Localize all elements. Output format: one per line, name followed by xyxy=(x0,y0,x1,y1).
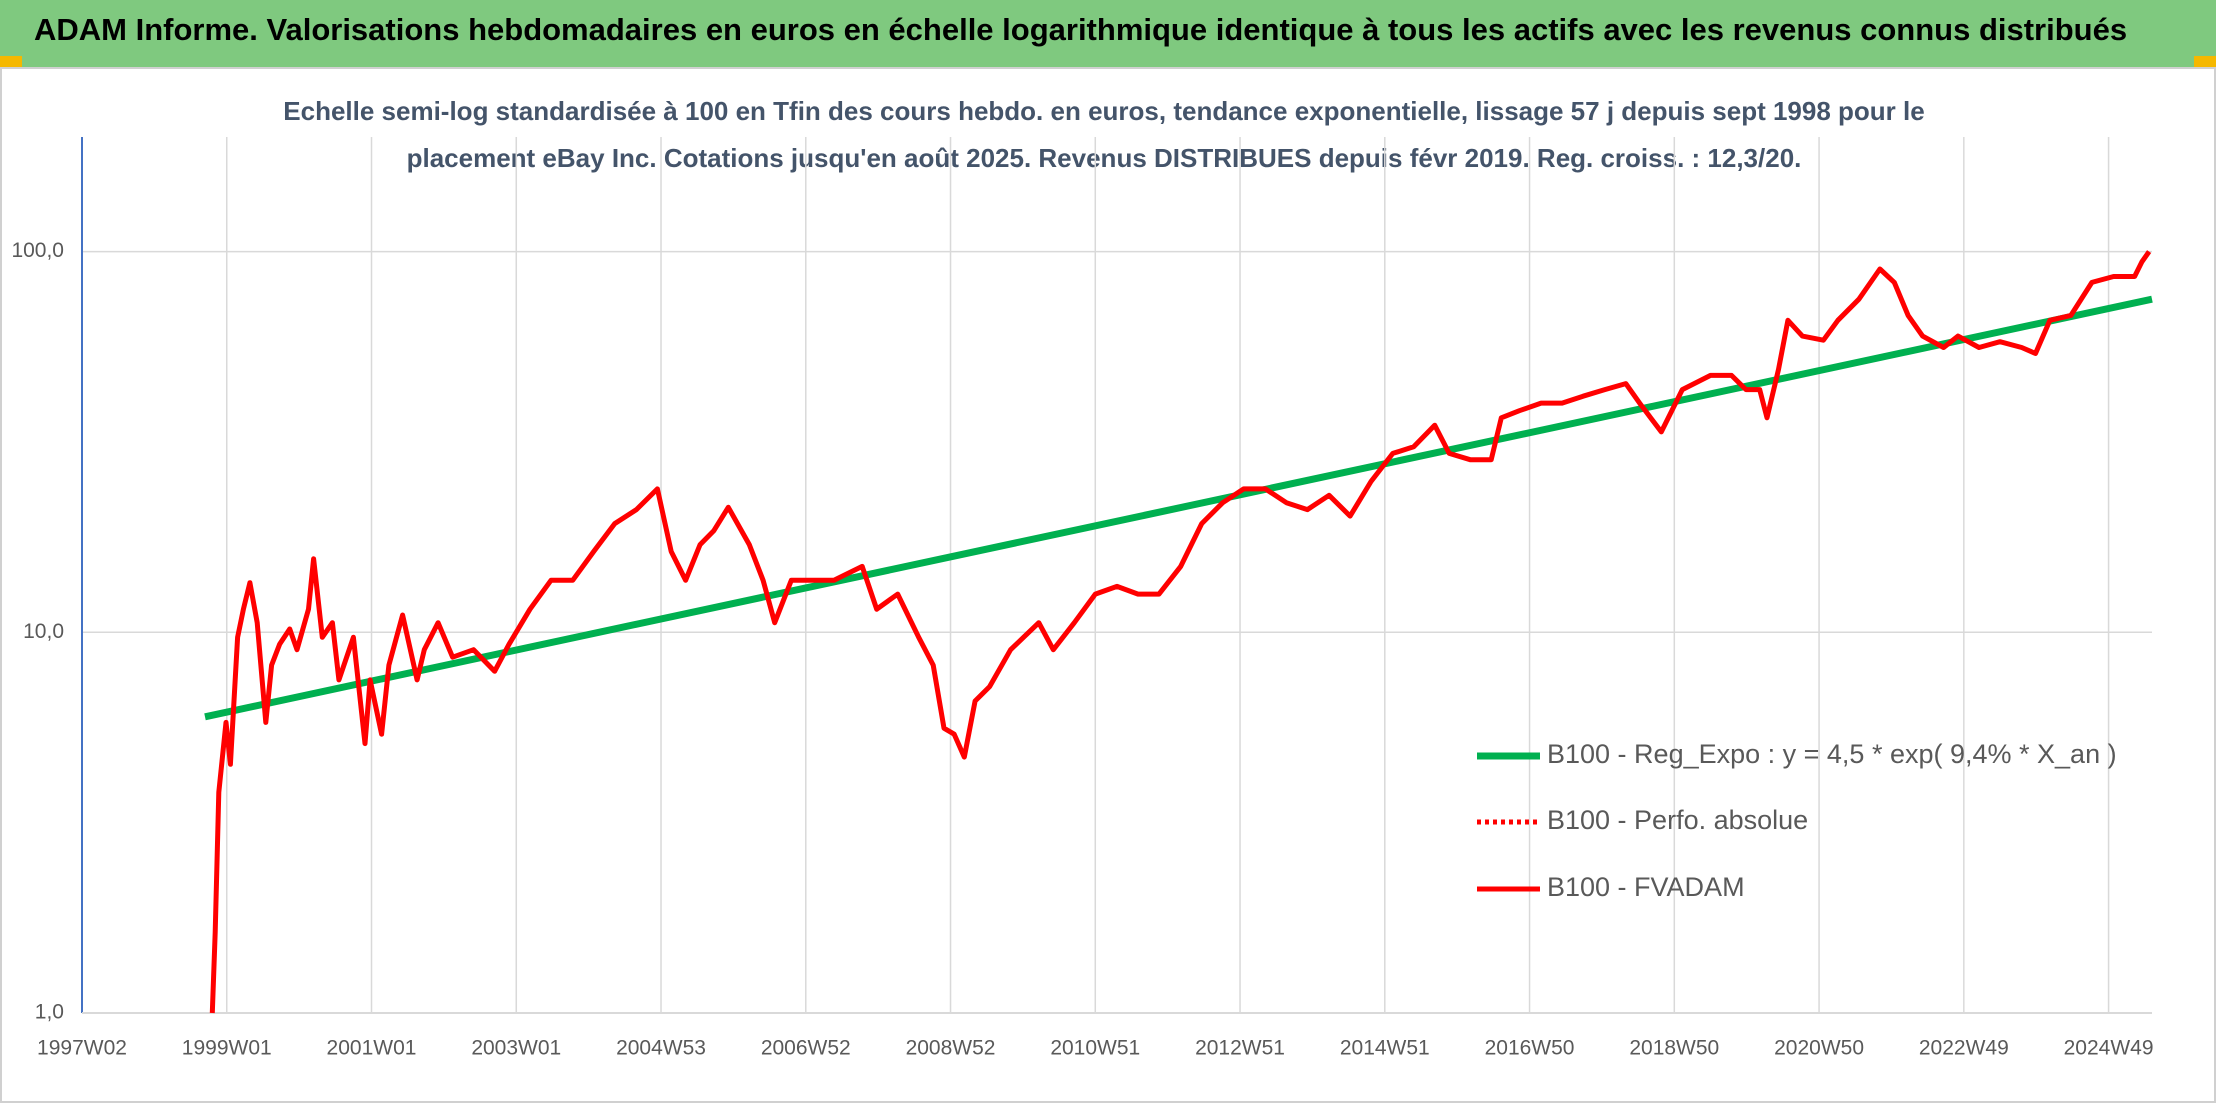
x-tick-label: 2001W01 xyxy=(327,1037,417,1060)
x-tick-label: 2012W51 xyxy=(1195,1037,1285,1060)
x-tick-label: 1999W01 xyxy=(182,1037,272,1060)
x-tick-label: 2024W49 xyxy=(2064,1037,2154,1060)
x-tick-label: 2010W51 xyxy=(1050,1037,1140,1060)
x-tick-label: 2018W50 xyxy=(1629,1037,1719,1060)
x-tick-label: 1997W02 xyxy=(37,1037,127,1060)
corner-mark xyxy=(0,56,22,68)
x-tick-label: 2006W52 xyxy=(761,1037,851,1060)
corner-mark xyxy=(2194,56,2216,68)
x-tick-label: 2020W50 xyxy=(1774,1037,1864,1060)
x-tick-label: 2004W53 xyxy=(616,1037,706,1060)
title-bar xyxy=(0,0,2216,68)
chart-subtitle: placement eBay Inc. Cotations jusqu'en a… xyxy=(407,143,1802,173)
legend-label: B100 - Reg_Expo : y = 4,5 * exp( 9,4% * … xyxy=(1547,739,2117,769)
series-line xyxy=(204,295,2153,721)
chart-subtitle: Echelle semi-log standardisée à 100 en T… xyxy=(283,96,1924,126)
y-tick-label: 100,0 xyxy=(11,239,64,262)
x-tick-label: 2003W01 xyxy=(471,1037,561,1060)
legend-label: B100 - FVADAM xyxy=(1547,872,1745,902)
frame xyxy=(0,67,2216,1103)
chart-title: ADAM Informe. Valorisations hebdomadaire… xyxy=(34,12,2127,47)
series-line xyxy=(209,250,2152,1014)
y-tick-label: 10,0 xyxy=(23,620,64,643)
legend-label: B100 - Perfo. absolue xyxy=(1547,805,1808,835)
x-tick-label: 2016W50 xyxy=(1485,1037,1575,1060)
x-tick-label: 2022W49 xyxy=(1919,1037,2009,1060)
x-tick-label: 2014W51 xyxy=(1340,1037,1430,1060)
x-tick-label: 2008W52 xyxy=(906,1037,996,1060)
y-tick-label: 1,0 xyxy=(35,1001,64,1024)
